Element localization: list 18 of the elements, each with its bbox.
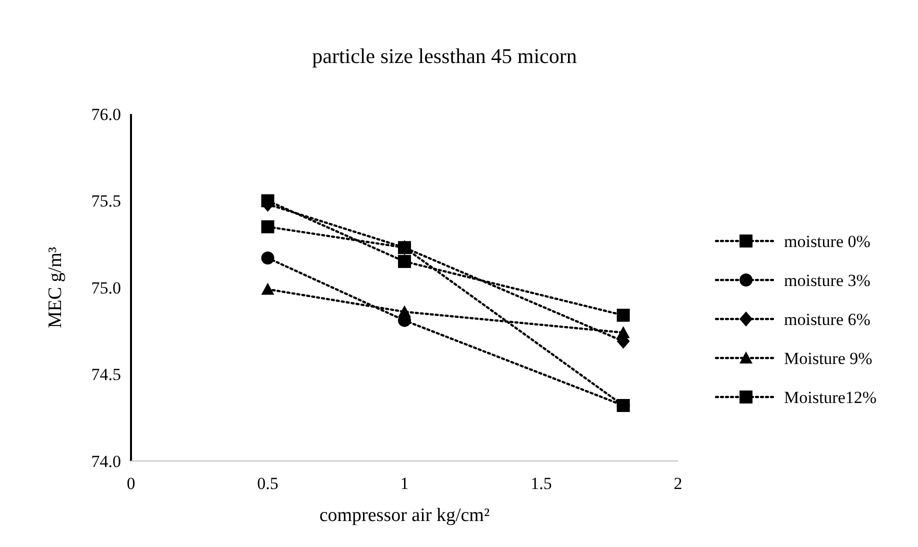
x-tick-label: 2 xyxy=(674,474,682,493)
y-tick-label: 75.0 xyxy=(91,278,121,298)
legend-label: Moisture 9% xyxy=(784,348,872,368)
y-tick-label: 74.0 xyxy=(91,452,121,471)
x-tick-label: 1.5 xyxy=(530,474,552,493)
chart-title: particle size lessthan 45 micorn xyxy=(312,44,578,68)
legend-label: moisture 0% xyxy=(784,232,870,251)
x-tick-label: 1 xyxy=(400,474,409,493)
y-tick-label: 76.0 xyxy=(91,104,121,124)
y-tick-label: 74.5 xyxy=(91,365,121,384)
legend-label: Moisture12% xyxy=(784,388,877,407)
legend-label: moisture 6% xyxy=(784,310,870,329)
x-tick-label: 0 xyxy=(126,474,136,493)
y-axis-title: MEC g/m³ xyxy=(45,246,66,328)
x-axis-title: compressor air kg/cm² xyxy=(319,505,490,526)
x-tick-label: 0.5 xyxy=(257,474,278,493)
legend-label: moisture 3% xyxy=(784,270,870,290)
y-tick-label: 75.5 xyxy=(91,192,121,211)
